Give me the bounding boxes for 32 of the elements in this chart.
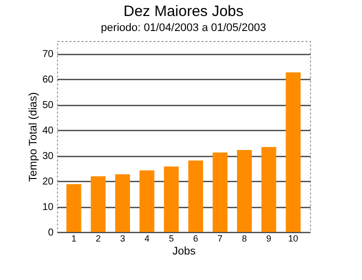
x-tick-label: 4 — [144, 234, 150, 244]
y-tick-label: 70 — [42, 49, 54, 60]
x-axis-title: Jobs — [172, 246, 196, 258]
y-axis-title: Tempo Total (dias) — [27, 92, 40, 182]
y-tick-label: 40 — [42, 126, 54, 137]
bar — [140, 170, 154, 232]
bar — [237, 150, 252, 232]
y-tick-label: 10 — [42, 202, 54, 214]
x-tick-label: 10 — [288, 234, 298, 244]
x-tick-label: 5 — [168, 234, 174, 244]
bar — [115, 174, 130, 232]
x-tick-label: 2 — [96, 234, 101, 244]
y-tick-label: 0 — [48, 228, 54, 238]
y-tick-label: 50 — [42, 100, 54, 112]
chart-title: Dez Maiores Jobs — [123, 3, 244, 20]
y-tick-label: 30 — [42, 151, 54, 162]
bar — [261, 146, 276, 232]
x-tick-label: 9 — [266, 234, 272, 244]
bar — [286, 72, 301, 232]
bar — [212, 152, 228, 232]
x-tick-label: 6 — [193, 234, 198, 244]
bar — [188, 160, 204, 232]
y-tick-label: 20 — [42, 176, 54, 188]
x-tick-label: 3 — [120, 234, 126, 244]
bar — [90, 176, 106, 232]
bar — [66, 184, 82, 232]
x-tick-label: 7 — [218, 234, 223, 244]
x-tick-label: 1 — [71, 234, 76, 244]
chart-subtitle: periodo: 01/04/2003 a 01/05/2003 — [100, 22, 266, 34]
x-tick-label: 8 — [242, 234, 247, 244]
bar — [164, 166, 179, 232]
y-tick-label: 60 — [42, 74, 54, 86]
